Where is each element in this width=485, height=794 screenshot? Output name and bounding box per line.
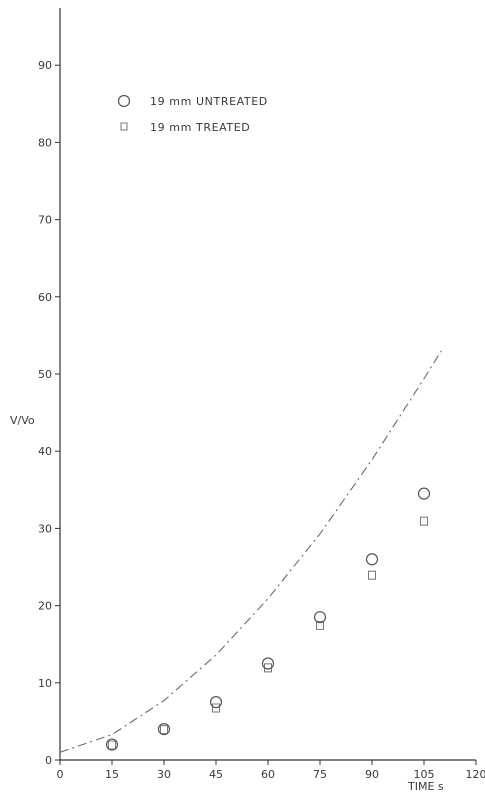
untreated-point (417, 487, 431, 500)
treated-point (108, 740, 116, 750)
x-tick-label: 30 (157, 768, 171, 781)
y-tick-label: 80 (38, 136, 52, 149)
treated-point (212, 703, 220, 713)
axes (59, 8, 476, 761)
x-tick-label: 0 (57, 768, 64, 781)
treated-point (316, 620, 324, 630)
y-tick-label: 30 (38, 522, 52, 535)
y-tick-label: 60 (38, 291, 52, 304)
y-tick-label: 70 (38, 214, 52, 227)
treated-point (420, 516, 428, 526)
y-axis-ticks: 0 10 20 30 40 50 60 70 80 90 (38, 59, 60, 767)
legend: 19 mm UNTREATED 19 mm TREATED (117, 94, 268, 134)
treated-point (368, 570, 376, 580)
x-tick-label: 75 (313, 768, 327, 781)
x-tick-label: 120 (466, 768, 485, 781)
x-axis-label: TIME s (407, 780, 444, 793)
y-tick-label: 0 (45, 754, 52, 767)
y-tick-label: 10 (38, 677, 52, 690)
y-tick-label: 40 (38, 445, 52, 458)
x-tick-label: 45 (209, 768, 223, 781)
untreated-point (209, 695, 223, 709)
series-layer (59, 350, 442, 753)
legend-untreated-marker (117, 94, 131, 108)
y-tick-label: 90 (38, 59, 52, 72)
y-axis-label: V/Vo (10, 414, 35, 427)
legend-untreated-label: 19 mm UNTREATED (150, 95, 268, 108)
untreated-point (365, 553, 379, 566)
dashed-trend-line (59, 350, 442, 753)
untreated-point (261, 657, 275, 670)
x-axis-ticks: 0 15 30 45 60 75 90 105 120 (57, 760, 485, 781)
legend-treated-marker (120, 122, 128, 131)
legend-treated-label: 19 mm TREATED (150, 121, 250, 134)
x-tick-label: 15 (105, 768, 119, 781)
x-tick-label: 60 (261, 768, 275, 781)
x-tick-label: 90 (365, 768, 379, 781)
untreated-point (313, 611, 327, 624)
untreated-point (157, 723, 171, 736)
treated-point (160, 725, 168, 735)
y-tick-label: 20 (38, 600, 52, 613)
x-tick-label: 105 (414, 768, 435, 781)
untreated-point (105, 738, 119, 751)
y-tick-label: 50 (38, 368, 52, 381)
